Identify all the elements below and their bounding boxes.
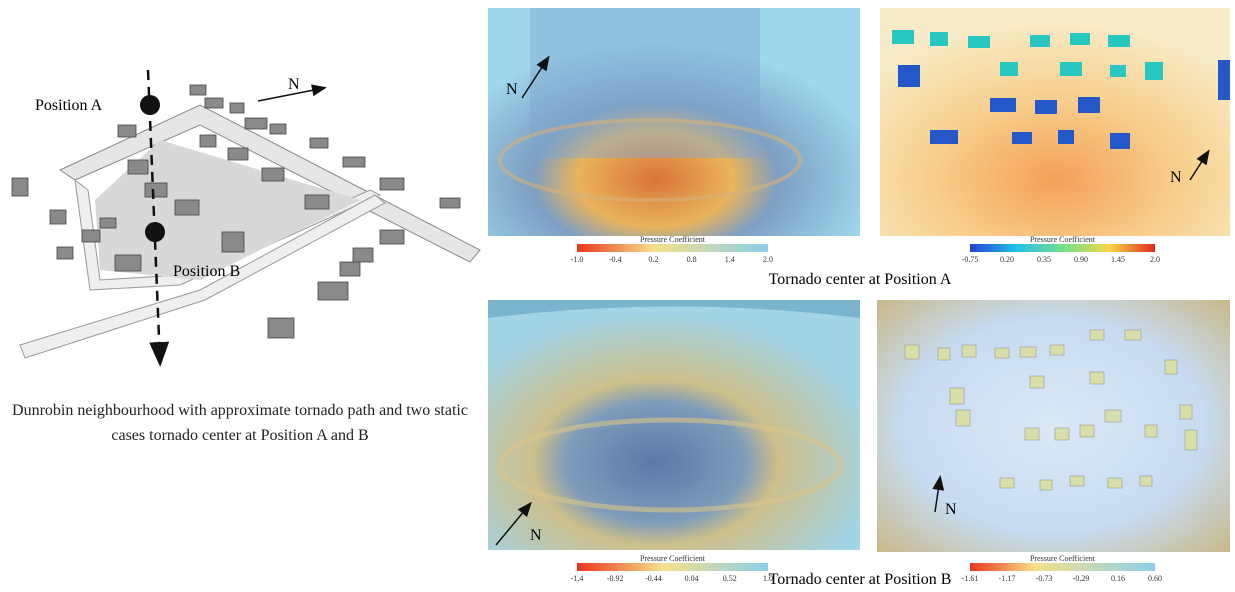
colorbar-tick-label: -1.17 <box>999 574 1016 583</box>
colorbar-tick-label: 0.2 <box>648 255 658 264</box>
colorbar-tick-label: 1.4 <box>725 255 735 264</box>
panel-north: N <box>945 501 957 518</box>
panel-north: N <box>1170 169 1182 186</box>
colorbar-tick-label: -1.4 <box>571 574 584 583</box>
colorbar-tick-label: 1.45 <box>1111 255 1125 264</box>
colorbar-tick-label: -1.61 <box>962 574 979 583</box>
colorbar-tick-label: 0.52 <box>723 574 737 583</box>
colorbar-title: Pressure Coefficient <box>1030 554 1096 563</box>
panel-caption: Tornado center at Position A <box>769 271 952 288</box>
colorbar-tick-label: 2.0 <box>763 255 773 264</box>
colorbar-tick-label: 0.8 <box>687 255 697 264</box>
panel-image-a-iso: N <box>488 8 860 236</box>
neighbourhood-diagram: Position A Position B N <box>12 70 480 362</box>
colorbar-tick-label: 1.0 <box>763 574 773 583</box>
colorbar <box>970 244 1155 252</box>
colorbar-tick-label: 0.35 <box>1037 255 1051 264</box>
colorbar-tick-label: 0.16 <box>1111 574 1125 583</box>
colorbar-tick-label: -0.75 <box>962 255 979 264</box>
colorbar-tick-label: 0.60 <box>1148 574 1162 583</box>
colorbar-tick-label: -0.29 <box>1073 574 1090 583</box>
colorbar-tick-label: -0.92 <box>607 574 624 583</box>
panel-north: N <box>506 81 518 98</box>
north-label: N <box>288 76 300 93</box>
colorbar-tick-label: -1.0 <box>571 255 584 264</box>
label-position-a: Position A <box>35 97 103 114</box>
colorbar-tick-label: 0.04 <box>685 574 699 583</box>
colorbar-tick-label: -0.73 <box>1036 574 1053 583</box>
colorbar-tick-label: -0.44 <box>645 574 662 583</box>
panel-north: N <box>530 527 542 544</box>
colorbar-tick-label: 0.90 <box>1074 255 1088 264</box>
panel-image-b-iso: N <box>488 300 860 550</box>
colorbar-tick-label: -0.4 <box>609 255 622 264</box>
label-position-b: Position B <box>173 263 240 280</box>
colorbar-tick-label: 0.20 <box>1000 255 1014 264</box>
colorbar-title: Pressure Coefficient <box>1030 235 1096 244</box>
figure: Position A Position B N N N N <box>0 0 1235 592</box>
panel-caption: Tornado center at Position B <box>769 571 952 588</box>
panel-image-b-top: N <box>877 300 1230 552</box>
colorbar-title: Pressure Coefficient <box>640 235 706 244</box>
colorbar-tick-label: 2.0 <box>1150 255 1160 264</box>
colorbar <box>577 563 768 571</box>
figure-canvas: Position A Position B N N N N <box>0 0 1235 592</box>
colorbar-title: Pressure Coefficient <box>640 554 706 563</box>
colorbar <box>577 244 768 252</box>
colorbar <box>970 563 1155 571</box>
left-caption: Dunrobin neighbourhood with approximate … <box>5 398 475 448</box>
panel-image-a-top: N <box>880 8 1230 236</box>
